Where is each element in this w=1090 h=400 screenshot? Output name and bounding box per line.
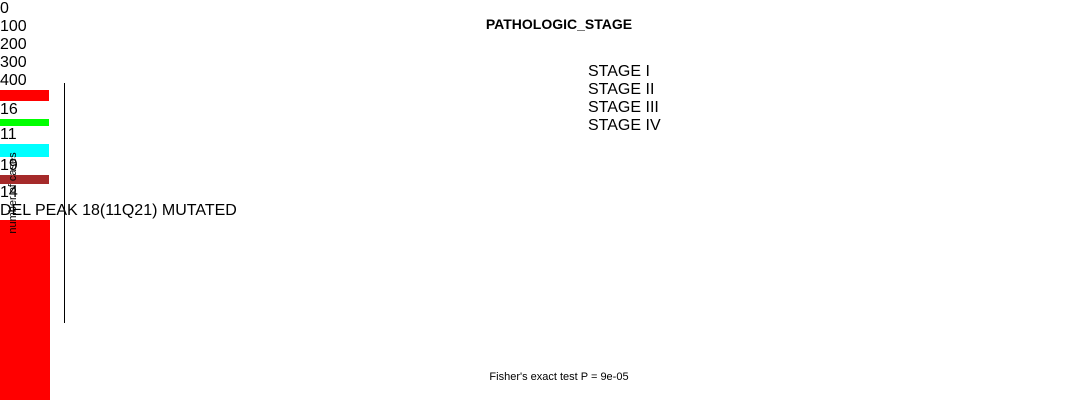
y-tick-label: 300 <box>0 54 27 71</box>
bar-value-label: 14 <box>0 183 18 201</box>
legend-item: STAGE III <box>588 99 661 117</box>
legend-label: STAGE II <box>588 81 655 98</box>
y-axis-title: number of cases <box>7 152 19 234</box>
bar-stage-i <box>0 219 50 400</box>
bar-value-label: 11 <box>0 126 17 144</box>
y-tick-label: 100 <box>0 18 27 35</box>
bar-stage-i <box>0 90 49 101</box>
y-tick-label: 200 <box>0 36 27 53</box>
legend-label: STAGE III <box>588 99 659 116</box>
legend-item: STAGE II <box>588 81 661 99</box>
legend-item: STAGE IV <box>588 117 661 135</box>
bar-value-label: 19 <box>0 156 18 174</box>
legend-item: STAGE I <box>588 63 661 81</box>
bar-stage-iv <box>0 174 49 184</box>
legend-label: STAGE IV <box>588 117 661 134</box>
legend: STAGE I STAGE II STAGE III STAGE IV <box>588 63 661 135</box>
legend-label: STAGE I <box>588 63 650 80</box>
fisher-test-note: Fisher's exact test P = 9e-05 <box>489 371 629 383</box>
bar-value-label: 16 <box>0 100 18 118</box>
group-label: DEL PEAK 18(11Q21) MUTATED <box>0 201 237 219</box>
bar-stage-ii <box>0 118 49 127</box>
bar-stage-iii <box>0 144 49 157</box>
chart-title: PATHOLOGIC_STAGE <box>485 16 633 32</box>
y-tick-label: 400 <box>0 72 27 89</box>
y-tick-label: 0 <box>0 0 9 17</box>
y-axis-line <box>64 83 65 323</box>
